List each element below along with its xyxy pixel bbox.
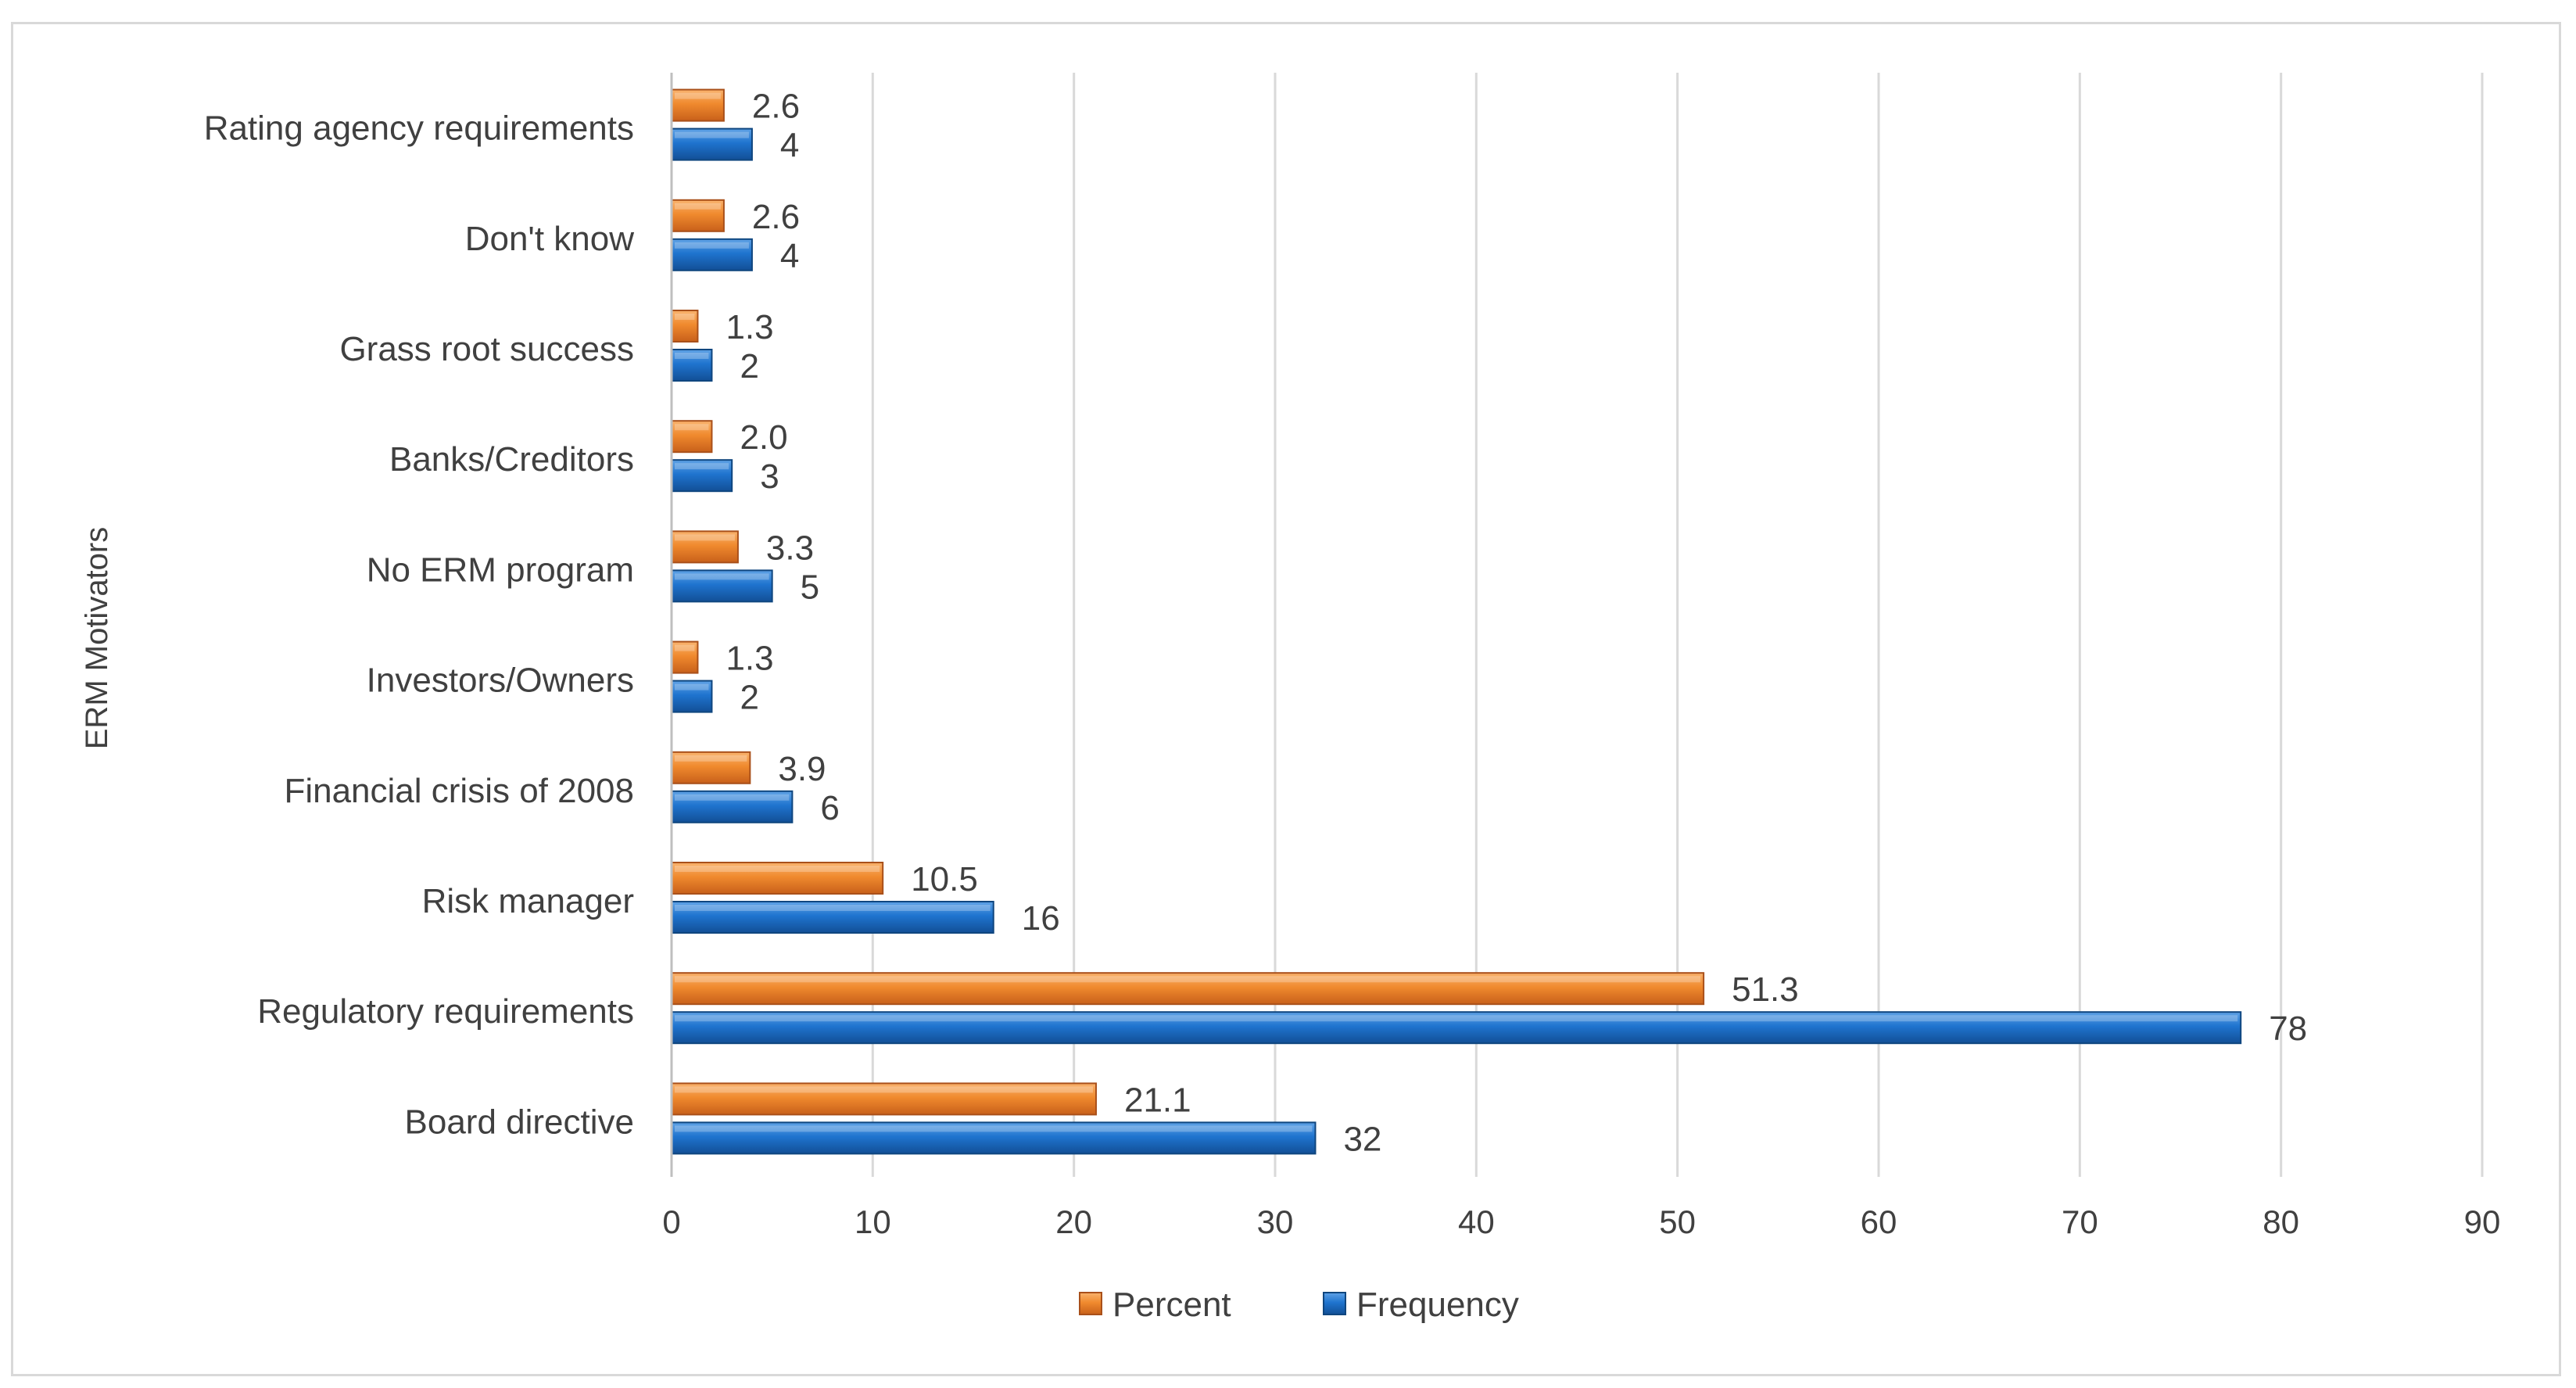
x-tick-label: 20: [1055, 1203, 1092, 1240]
percent-bar-highlight: [675, 644, 695, 651]
percent-data-label: 21.1: [1124, 1081, 1191, 1119]
percent-bar: [671, 88, 725, 122]
x-tick-label: 0: [662, 1203, 680, 1240]
frequency-bar-highlight: [675, 1125, 1313, 1132]
frequency-data-label: 78: [2269, 1010, 2307, 1048]
bars: [671, 88, 2242, 1155]
category-label: Grass root success: [339, 330, 634, 368]
frequency-legend-label: Frequency: [1356, 1286, 1519, 1324]
frequency-bar-highlight: [675, 463, 729, 470]
frequency-bar-highlight: [675, 1015, 2238, 1022]
percent-bar-highlight: [675, 92, 721, 99]
axes: 0 10 20 30 40 50 60 70 80 90 Board directive Regula…: [204, 73, 2501, 1240]
frequency-bar: [671, 790, 794, 823]
percent-bar-highlight: [675, 976, 1701, 983]
frequency-data-label: 5: [801, 568, 819, 606]
frequency-bar-highlight: [675, 131, 749, 138]
percent-data-label: 2.6: [752, 88, 800, 126]
frequency-bar: [671, 680, 713, 713]
x-tick-label: 10: [854, 1203, 891, 1240]
bar-chart: 21.13251.37810.5163.961.323.352.031.322.…: [80, 73, 2501, 1324]
percent-data-label: 3.9: [778, 750, 826, 788]
frequency-bar-highlight: [675, 353, 709, 359]
percent-data-label: 2.6: [752, 198, 800, 236]
chart-frame: 21.1 32 51.3 78 10.5 16 3.9 6 1.3 2 3.3 5 2.0 3 1.3 2 2.…: [11, 22, 2561, 1376]
legend: Percent Frequency: [1079, 1286, 1519, 1324]
category-label: Regulatory requirements: [257, 992, 634, 1031]
percent-data-label: 3.3: [766, 529, 814, 567]
category-label: Banks/Creditors: [389, 440, 634, 479]
frequency-legend-swatch: [1323, 1292, 1346, 1315]
percent-data-label: 1.3: [726, 640, 773, 678]
frequency-bar-highlight: [675, 573, 769, 580]
frequency-bar: [671, 1011, 2242, 1045]
category-label: Risk manager: [422, 882, 634, 920]
percent-bar-highlight: [675, 1086, 1093, 1093]
frequency-bar: [671, 127, 753, 161]
data-labels: 21.13251.37810.5163.961.323.352.031.322.…: [726, 88, 2307, 1159]
frequency-data-label: 3: [760, 457, 779, 496]
frequency-data-label: 2: [740, 679, 758, 717]
percent-bar: [671, 972, 1705, 1006]
category-label: Rating agency requirements: [204, 109, 634, 148]
percent-bar-highlight: [675, 424, 709, 431]
frequency-bar: [671, 901, 994, 934]
frequency-data-label: 32: [1343, 1120, 1381, 1158]
percent-data-label: 1.3: [726, 308, 773, 346]
percent-bar: [671, 862, 884, 895]
percent-legend-swatch: [1079, 1292, 1102, 1315]
category-label: Board directive: [405, 1103, 634, 1141]
category-label: No ERM program: [367, 551, 634, 589]
frequency-bar: [671, 569, 773, 603]
y-axis-title: ERM Motivators: [80, 527, 114, 750]
percent-bar-highlight: [675, 314, 695, 320]
percent-data-label: 2.0: [740, 418, 787, 457]
percent-bar-highlight: [675, 203, 721, 210]
frequency-data-label: 16: [1022, 899, 1060, 938]
percent-bar-highlight: [675, 755, 747, 762]
frequency-data-label: 2: [740, 347, 758, 386]
x-tick-label: 50: [1659, 1203, 1696, 1240]
frequency-bar-highlight: [675, 242, 749, 249]
category-label: Don't know: [465, 220, 635, 258]
x-tick-label: 80: [2263, 1203, 2299, 1240]
percent-legend-label: Percent: [1112, 1286, 1231, 1324]
x-tick-label: 60: [1861, 1203, 1897, 1240]
category-label: Financial crisis of 2008: [284, 772, 634, 810]
percent-bar: [671, 199, 725, 232]
x-tick-label: 40: [1458, 1203, 1495, 1240]
percent-bar: [671, 751, 751, 784]
frequency-bar: [671, 459, 733, 493]
category-label: Investors/Owners: [367, 662, 634, 700]
percent-data-label: 51.3: [1732, 970, 1799, 1009]
frequency-data-label: 6: [820, 789, 839, 827]
frequency-bar-highlight: [675, 683, 709, 690]
percent-bar-highlight: [675, 534, 735, 541]
x-tick-label: 70: [2062, 1203, 2098, 1240]
gridlines: [871, 73, 2484, 1177]
percent-bar: [671, 1082, 1097, 1116]
percent-data-label: 10.5: [911, 860, 978, 898]
frequency-bar: [671, 238, 753, 271]
x-tick-label: 30: [1257, 1203, 1294, 1240]
frequency-data-label: 4: [780, 237, 799, 275]
x-tick-label: 90: [2464, 1203, 2501, 1240]
percent-bar-highlight: [675, 866, 880, 872]
percent-bar: [671, 310, 699, 343]
frequency-data-label: 4: [780, 127, 799, 165]
frequency-bar-highlight: [675, 905, 991, 911]
frequency-bar-highlight: [675, 794, 790, 801]
